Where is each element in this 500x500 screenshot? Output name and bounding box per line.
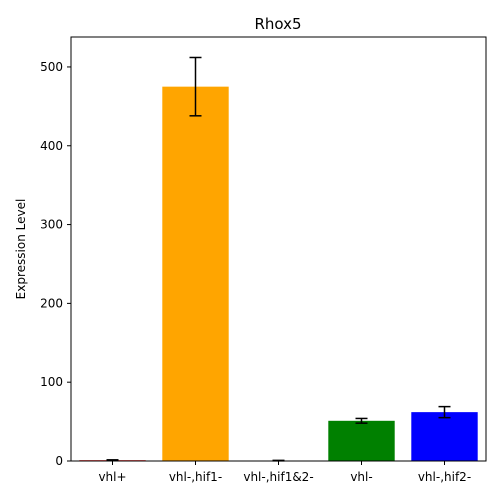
y-tick-label: 200	[40, 296, 63, 310]
chart-title: Rhox5	[254, 15, 301, 33]
x-tick-label: vhl-	[350, 470, 372, 484]
x-tick-label: vhl-,hif1&2-	[243, 470, 313, 484]
y-tick-label: 500	[40, 60, 63, 74]
bar	[411, 412, 478, 461]
bar	[162, 86, 229, 461]
bar	[328, 420, 395, 461]
y-tick-label: 100	[40, 375, 63, 389]
plot-area: vhl+ vhl-,hif1- vhl-,hif1&2- vhl-vhl-,hif2-…	[40, 36, 487, 484]
x-tick-label: vhl-,hif2-	[418, 470, 471, 484]
y-axis-label: Expression Level	[14, 199, 28, 300]
axes-frame	[70, 36, 487, 462]
y-tick-label: 0	[55, 454, 63, 468]
x-tick-label: vhl+	[98, 470, 126, 484]
y-tick-label: 400	[40, 139, 63, 153]
y-tick-label: 300	[40, 218, 63, 232]
x-tick-label: vhl-,hif1-	[169, 470, 222, 484]
